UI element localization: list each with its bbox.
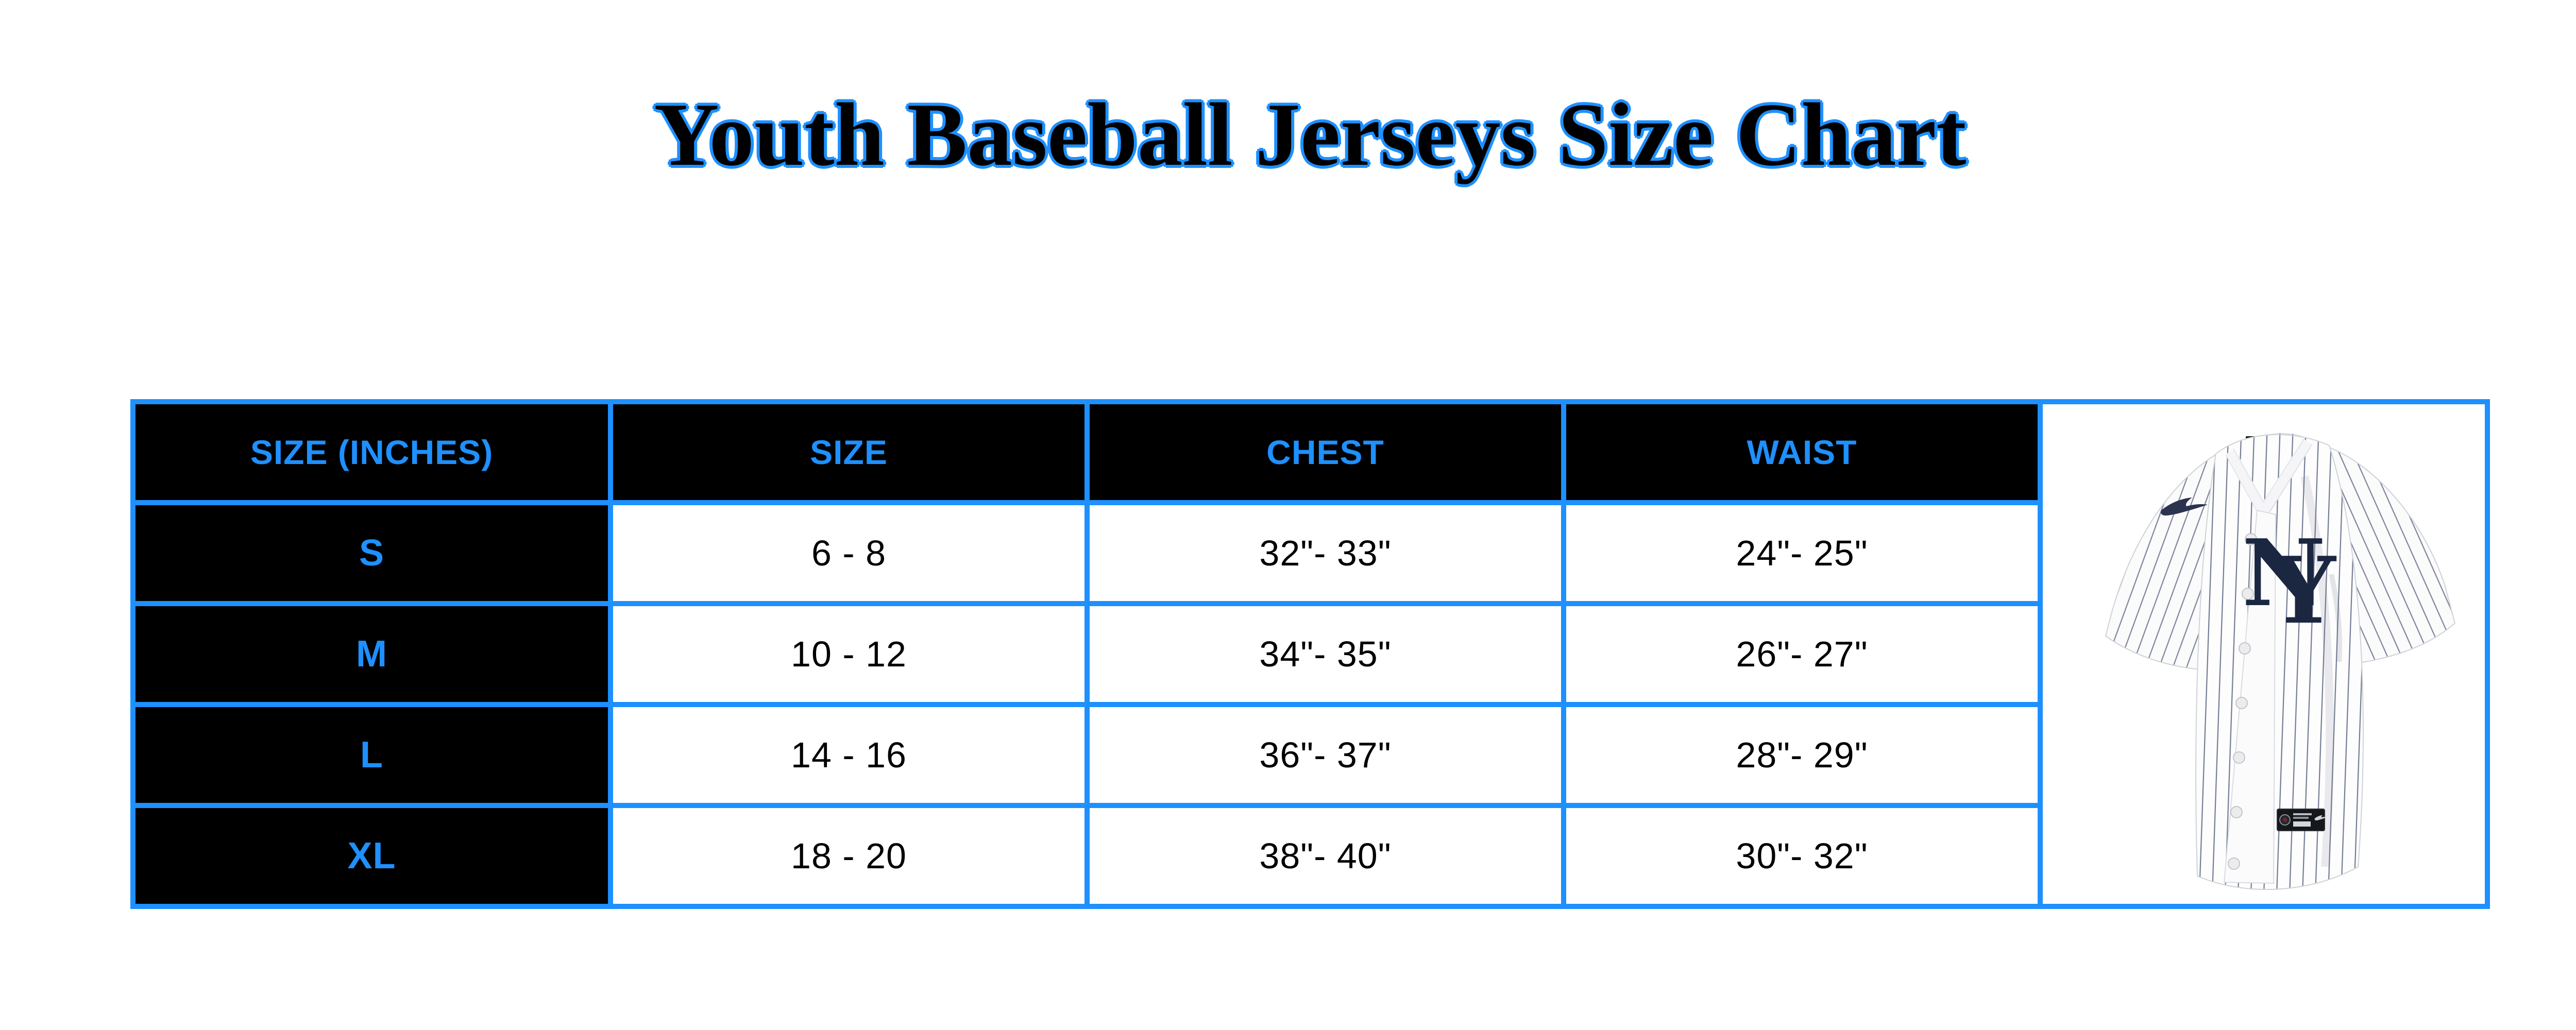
cell-s-chest: 32"- 33" [1090,505,1561,601]
cell-l-chest: 36"- 37" [1090,707,1561,803]
svg-text:Y: Y [2269,537,2336,644]
cell-m-chest: 34"- 35" [1090,606,1561,702]
row-label-s: S [135,505,608,601]
column-header-size: SIZE [613,404,1084,500]
cell-l-size: 14 - 16 [613,707,1084,803]
cell-s-size: 6 - 8 [613,505,1084,601]
cell-m-waist: 26"- 27" [1566,606,2038,702]
svg-text:N: N [2242,519,2326,627]
column-header-chest: CHEST [1090,404,1561,500]
cell-m-size: 10 - 12 [613,606,1084,702]
row-label-l: L [135,707,608,803]
jock-tag [2277,809,2327,831]
row-label-xl: XL [135,808,608,904]
jersey-product-image: N Y [2043,404,2485,904]
page-title: Youth Baseball Jerseys Size Chart [654,84,1967,184]
button-placket [2223,509,2277,884]
cell-s-waist: 24"- 25" [1566,505,2038,601]
row-label-m: M [135,606,608,702]
buttons [2228,533,2257,870]
cell-l-waist: 28"- 29" [1566,707,2038,803]
column-header-waist: WAIST [1566,404,2038,500]
ny-team-logo: N Y [2242,519,2337,644]
column-header-size-inches: SIZE (INCHES) [135,404,608,500]
cell-xl-waist: 30"- 32" [1566,808,2038,904]
cell-xl-size: 18 - 20 [613,808,1084,904]
cell-xl-chest: 38"- 40" [1090,808,1561,904]
nike-swoosh-icon [2160,497,2208,516]
size-chart-table: N Y SIZE (INCHES) SIZE CHEST WAIST S 6 - [130,399,2490,909]
jersey-illustration: N Y [2105,433,2456,890]
